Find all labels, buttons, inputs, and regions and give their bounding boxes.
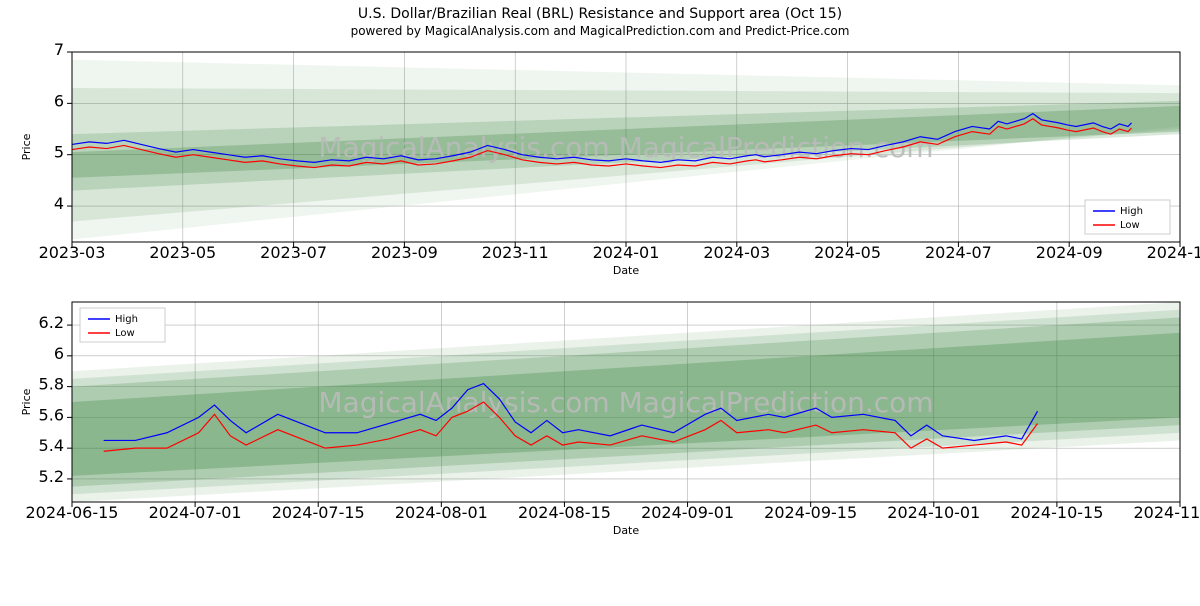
y-tick-label: 6	[54, 344, 64, 363]
y-tick-label: 5.6	[39, 405, 64, 424]
y-tick-label: 5.8	[39, 375, 64, 394]
x-tick-label: 2024-11-01	[1134, 503, 1200, 522]
bottom-chart-svg: MagicalAnalysis.com MagicalPrediction.co…	[0, 292, 1200, 552]
bottom-chart-container: MagicalAnalysis.com MagicalPrediction.co…	[0, 292, 1200, 552]
y-tick-label: 7	[54, 42, 64, 59]
x-tick-label: 2023-03	[39, 243, 106, 262]
legend-high-label: High	[115, 314, 138, 325]
top-chart-svg: MagicalAnalysis.com MagicalPrediction.co…	[0, 42, 1200, 292]
x-tick-label: 2023-07	[260, 243, 327, 262]
x-tick-label: 2024-09-01	[641, 503, 734, 522]
top-chart-container: MagicalAnalysis.com MagicalPrediction.co…	[0, 42, 1200, 292]
x-tick-label: 2024-10-15	[1010, 503, 1103, 522]
x-tick-label: 2024-09	[1036, 243, 1103, 262]
y-tick-label: 6.2	[39, 313, 64, 332]
x-tick-label: 2024-08-15	[518, 503, 611, 522]
x-tick-label: 2024-09-15	[764, 503, 857, 522]
y-axis-label: Price	[20, 133, 33, 160]
watermark-text: MagicalAnalysis.com MagicalPrediction.co…	[318, 386, 933, 419]
x-tick-label: 2024-07	[925, 243, 992, 262]
x-axis-label: Date	[613, 264, 640, 277]
y-tick-label: 4	[54, 194, 64, 213]
x-tick-label: 2024-03	[703, 243, 770, 262]
x-tick-label: 2024-05	[814, 243, 881, 262]
legend-low-label: Low	[115, 328, 135, 339]
x-tick-label: 2024-06-15	[26, 503, 119, 522]
y-tick-label: 5	[54, 143, 64, 162]
x-axis-label: Date	[613, 524, 640, 537]
x-tick-label: 2024-08-01	[395, 503, 488, 522]
x-tick-label: 2024-01	[593, 243, 660, 262]
chart-subtitle: powered by MagicalAnalysis.com and Magic…	[0, 24, 1200, 38]
x-tick-label: 2023-09	[371, 243, 438, 262]
y-tick-label: 6	[54, 91, 64, 110]
x-tick-label: 2023-05	[149, 243, 216, 262]
y-tick-label: 5.2	[39, 467, 64, 486]
chart-title: U.S. Dollar/Brazilian Real (BRL) Resista…	[0, 6, 1200, 22]
x-tick-label: 2023-11	[482, 243, 549, 262]
x-tick-label: 2024-11	[1147, 243, 1200, 262]
y-axis-label: Price	[20, 388, 33, 415]
legend-low-label: Low	[1120, 220, 1140, 231]
legend-high-label: High	[1120, 206, 1143, 217]
x-tick-label: 2024-07-15	[272, 503, 365, 522]
x-tick-label: 2024-10-01	[887, 503, 980, 522]
x-tick-label: 2024-07-01	[149, 503, 242, 522]
y-tick-label: 5.4	[39, 436, 64, 455]
